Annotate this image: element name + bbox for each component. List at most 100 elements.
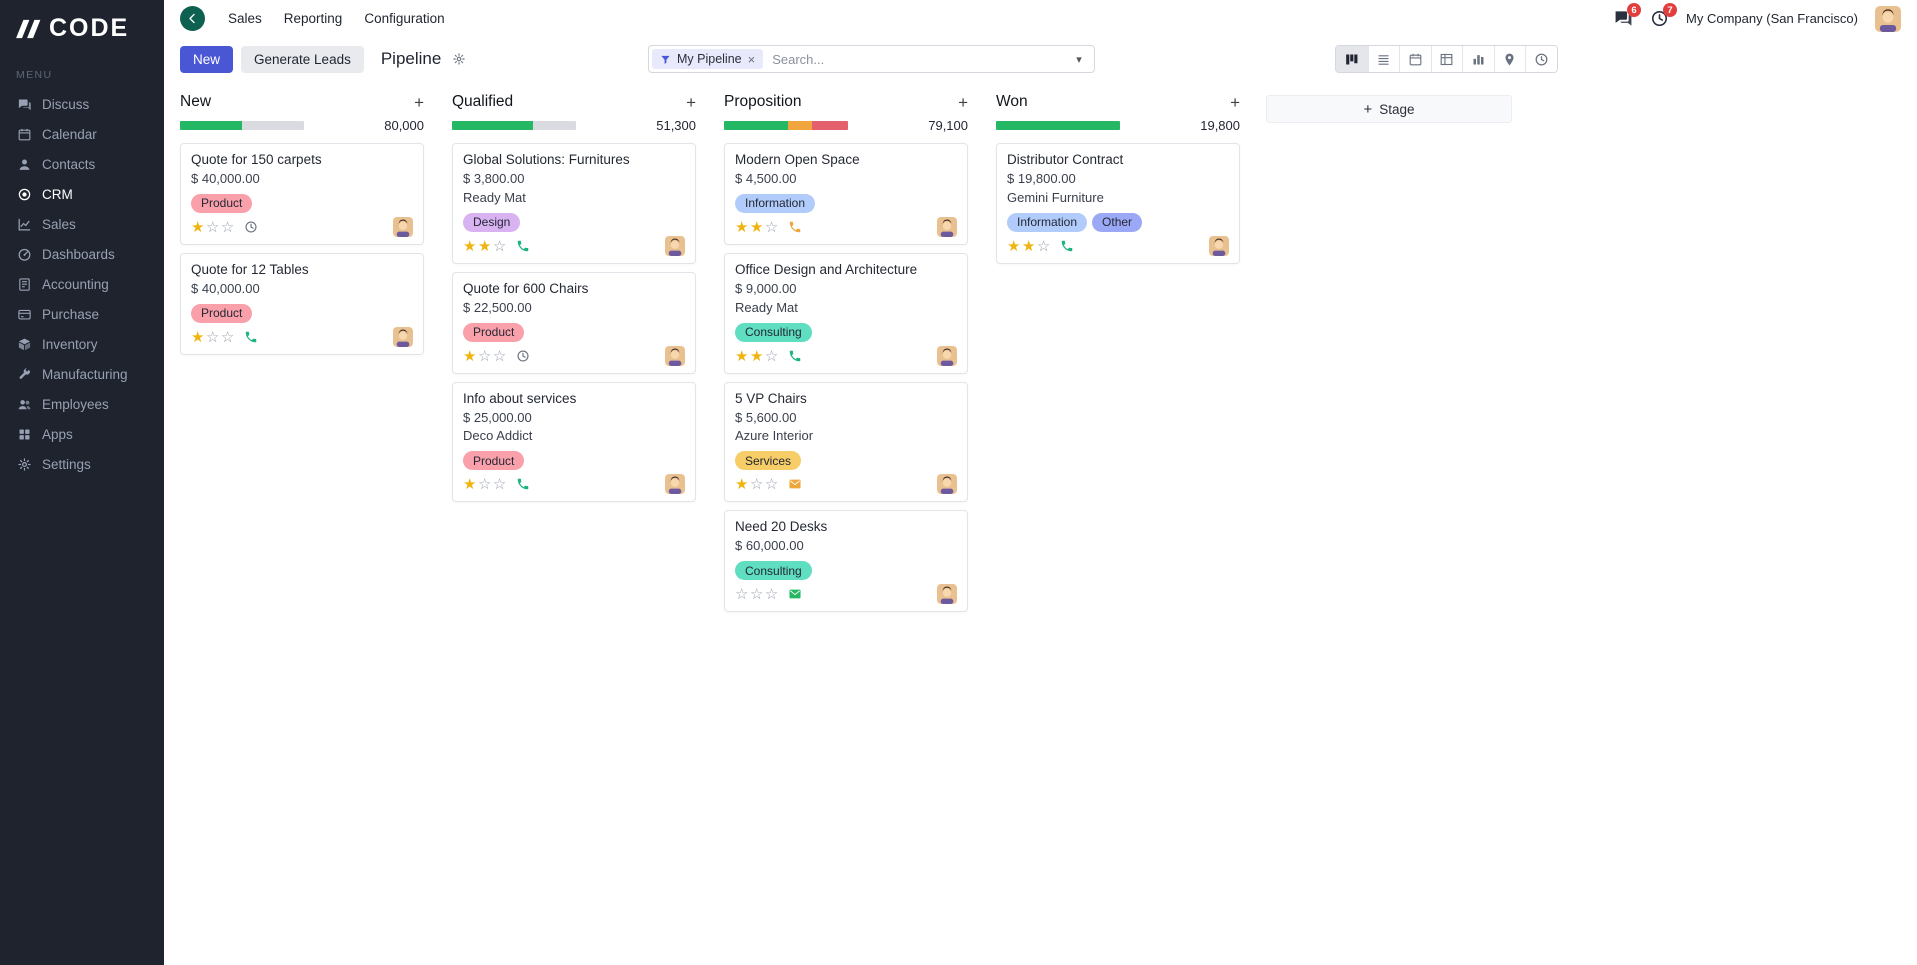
view-activity-button[interactable]: [1525, 46, 1557, 72]
sidebar-item-calendar[interactable]: Calendar: [0, 119, 164, 149]
messages-button[interactable]: 6: [1614, 3, 1642, 28]
kanban-card[interactable]: Quote for 150 carpets $ 40,000.00 Produc…: [180, 143, 424, 245]
view-pivot-button[interactable]: [1430, 46, 1462, 72]
kanban-card[interactable]: Distributor Contract $ 19,800.00 Gemini …: [996, 143, 1240, 264]
priority-star[interactable]: ★: [463, 476, 478, 494]
priority-star[interactable]: ☆: [492, 237, 508, 255]
kanban-card[interactable]: Quote for 12 Tables $ 40,000.00 Product …: [180, 252, 424, 355]
priority-star[interactable]: ★: [1021, 237, 1037, 255]
sidebar-item-employees[interactable]: Employees: [0, 389, 164, 419]
priority-star[interactable]: ☆: [749, 586, 765, 604]
add-lead-icon[interactable]: +: [1230, 92, 1240, 112]
user-avatar[interactable]: [1875, 5, 1901, 32]
filter-chip[interactable]: My Pipeline ×: [652, 49, 764, 69]
view-map-button[interactable]: [1493, 46, 1525, 72]
kanban-card[interactable]: Quote for 600 Chairs $ 22,500.00 Product…: [452, 271, 696, 374]
kanban-card[interactable]: 5 VP Chairs $ 5,600.00 Azure Interior Se…: [724, 381, 968, 503]
search-dropdown-caret-icon[interactable]: ▾: [1076, 53, 1082, 66]
card-avatar[interactable]: [1209, 235, 1229, 256]
company-switcher[interactable]: My Company (San Francisco): [1686, 11, 1858, 26]
priority-star[interactable]: ☆: [205, 328, 221, 346]
tag-product[interactable]: Product: [463, 322, 525, 342]
add-lead-icon[interactable]: +: [414, 92, 424, 112]
column-progressbar[interactable]: [180, 121, 304, 130]
sidebar-item-contacts[interactable]: Contacts: [0, 149, 164, 179]
card-avatar[interactable]: [665, 235, 685, 256]
tag-consulting[interactable]: Consulting: [735, 561, 812, 581]
search-input[interactable]: [763, 51, 1064, 67]
sidebar-item-crm[interactable]: CRM: [0, 179, 164, 209]
priority-star[interactable]: ☆: [735, 586, 750, 604]
sidebar-item-discuss[interactable]: Discuss: [0, 89, 164, 119]
priority-star[interactable]: ☆: [477, 476, 493, 494]
view-list-button[interactable]: [1367, 46, 1399, 72]
priority-star[interactable]: ☆: [205, 218, 221, 236]
view-calendar-button[interactable]: [1399, 46, 1431, 72]
activity-clock-icon[interactable]: [516, 349, 530, 363]
add-lead-icon[interactable]: +: [958, 92, 968, 112]
column-progressbar[interactable]: [724, 121, 848, 130]
priority-star[interactable]: ★: [735, 347, 750, 365]
card-avatar[interactable]: [665, 345, 685, 366]
topnav-reporting[interactable]: Reporting: [283, 11, 343, 26]
priority-star[interactable]: ★: [749, 218, 765, 236]
priority-star[interactable]: ☆: [477, 347, 493, 365]
progress-segment[interactable]: [996, 121, 1120, 130]
priority-star[interactable]: ☆: [492, 347, 508, 365]
activity-phone-icon[interactable]: [244, 330, 258, 344]
priority-star[interactable]: ☆: [764, 586, 780, 604]
priority-star[interactable]: ☆: [749, 476, 765, 494]
card-avatar[interactable]: [937, 474, 957, 495]
kanban-card[interactable]: Modern Open Space $ 4,500.00 Information…: [724, 143, 968, 245]
back-button[interactable]: [180, 6, 205, 31]
add-lead-icon[interactable]: +: [686, 92, 696, 112]
progress-segment[interactable]: [242, 121, 304, 130]
sidebar-item-purchase[interactable]: Purchase: [0, 299, 164, 329]
view-graph-button[interactable]: [1462, 46, 1494, 72]
tag-product[interactable]: Product: [191, 193, 253, 213]
topnav-sales[interactable]: Sales: [228, 11, 262, 26]
view-kanban-button[interactable]: [1336, 46, 1368, 72]
priority-star[interactable]: ☆: [220, 328, 236, 346]
progress-segment[interactable]: [180, 121, 242, 130]
card-avatar[interactable]: [665, 474, 685, 495]
card-avatar[interactable]: [393, 216, 413, 237]
activity-phone-icon[interactable]: [788, 349, 802, 363]
priority-star[interactable]: ☆: [1036, 237, 1052, 255]
kanban-card[interactable]: Need 20 Desks $ 60,000.00 Consulting ☆ ☆ ☆: [724, 510, 968, 613]
column-title[interactable]: Proposition: [724, 93, 802, 110]
sidebar-item-apps[interactable]: Apps: [0, 419, 164, 449]
priority-star[interactable]: ★: [735, 218, 750, 236]
activity-envelope-icon[interactable]: [788, 587, 802, 601]
priority-star[interactable]: ★: [191, 218, 206, 236]
tag-product[interactable]: Product: [191, 303, 253, 323]
column-progressbar[interactable]: [996, 121, 1120, 130]
add-stage-button[interactable]: + Stage: [1266, 95, 1512, 123]
search-bar[interactable]: My Pipeline × ▾: [648, 45, 1095, 73]
column-title[interactable]: Won: [996, 93, 1028, 110]
generate-leads-button[interactable]: Generate Leads: [241, 45, 364, 73]
priority-star[interactable]: ☆: [492, 476, 508, 494]
sidebar-item-settings[interactable]: Settings: [0, 449, 164, 479]
activity-phone-icon[interactable]: [788, 220, 802, 234]
tag-consulting[interactable]: Consulting: [735, 322, 812, 342]
activity-phone-icon[interactable]: [516, 477, 530, 491]
priority-star[interactable]: ★: [735, 476, 750, 494]
remove-filter-icon[interactable]: ×: [747, 51, 756, 67]
card-avatar[interactable]: [937, 216, 957, 237]
activity-phone-icon[interactable]: [1060, 239, 1074, 253]
activity-envelope-icon[interactable]: [788, 477, 802, 491]
tag-services[interactable]: Services: [735, 451, 802, 471]
priority-star[interactable]: ☆: [764, 347, 780, 365]
priority-star[interactable]: ☆: [220, 218, 236, 236]
tag-product[interactable]: Product: [463, 451, 525, 471]
priority-star[interactable]: ★: [463, 347, 478, 365]
tag-information[interactable]: Information: [1007, 212, 1088, 232]
app-logo[interactable]: CODE: [0, 0, 164, 59]
progress-segment[interactable]: [812, 121, 848, 130]
priority-star[interactable]: ☆: [764, 476, 780, 494]
priority-star[interactable]: ☆: [764, 218, 780, 236]
activities-button[interactable]: 7: [1650, 3, 1678, 28]
progress-segment[interactable]: [724, 121, 789, 130]
card-avatar[interactable]: [937, 345, 957, 366]
